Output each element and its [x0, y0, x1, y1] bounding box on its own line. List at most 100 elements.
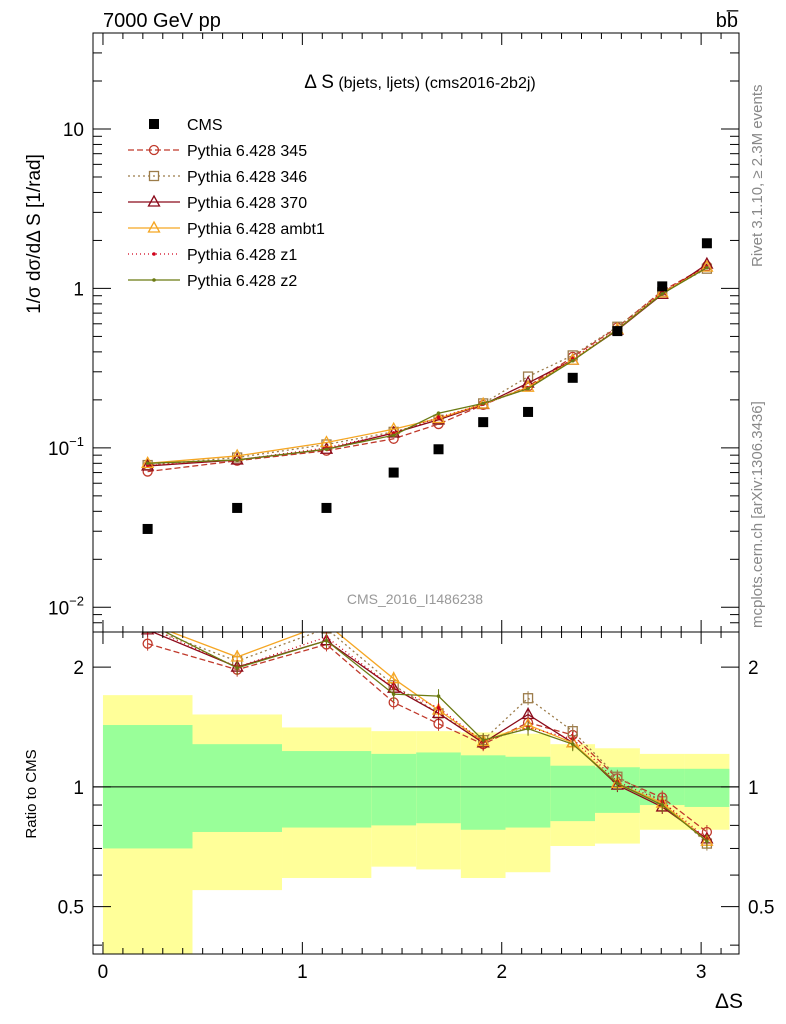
legend-label: Pythia 6.428 z1: [187, 247, 297, 264]
analysis-watermark: CMS_2016_I1486238: [347, 591, 483, 607]
y-tick-label: 10: [63, 120, 84, 141]
legend-entry: Pythia 6.428 ambt1: [128, 220, 325, 238]
ratio-frame: [92, 631, 740, 955]
inner-band-bin: [684, 768, 730, 807]
legend-label: Pythia 6.428 ambt1: [187, 221, 325, 238]
ratio-tick-label-left: 1: [73, 778, 84, 799]
legend-entry: CMS: [149, 117, 223, 134]
series-line: [147, 268, 708, 466]
process-label: bb̅: [716, 9, 739, 32]
series-point: [660, 292, 665, 296]
ratio-uncertainty-band: [102, 695, 730, 954]
y-tick-label: 10−2: [48, 593, 84, 619]
series-point: [570, 358, 575, 363]
ratio-point: [142, 632, 153, 633]
legend-label: Pythia 6.428 z2: [187, 273, 297, 290]
x-tick-label: 0: [98, 962, 109, 983]
ratio-point: [481, 738, 485, 742]
legend-label: Pythia 6.428 345: [187, 143, 307, 160]
series-point: [235, 458, 239, 462]
series-point: [526, 386, 530, 391]
series-point: [436, 411, 441, 415]
x-axis-label: ΔS: [715, 990, 743, 1013]
data-point: [657, 281, 668, 292]
ratio-tick-label-left: 2: [73, 658, 84, 679]
ratio-point: [526, 726, 530, 731]
legend-entry: Pythia 6.428 345: [128, 143, 307, 160]
ratio-point: [324, 638, 329, 643]
series-point: [705, 265, 709, 270]
inner-band-bin: [282, 751, 372, 828]
legend-label: CMS: [187, 117, 223, 134]
legend-entry: Pythia 6.428 z1: [128, 247, 297, 264]
data-point: [478, 417, 489, 428]
series-point: [655, 287, 669, 300]
series-point: [700, 259, 714, 272]
x-tick-label: 1: [297, 962, 308, 983]
series-line: [147, 265, 708, 473]
mcplots-label: mcplots.cern.ch [arXiv:1306.3436]: [749, 401, 766, 628]
series-line: [147, 266, 708, 466]
ratio-point: [391, 692, 396, 696]
series-point: [431, 411, 446, 424]
legend-marker: [147, 220, 161, 233]
ratio-point: [436, 705, 441, 710]
inner-band-bin: [416, 752, 461, 824]
ratio-point: [142, 617, 153, 627]
x-tick-label: 3: [696, 962, 707, 983]
data-point: [612, 326, 623, 337]
data-point: [701, 238, 712, 249]
y-tick-label: 10−1: [48, 434, 84, 460]
legend-swatch: [149, 119, 159, 129]
series-point: [436, 415, 441, 420]
series-line: [147, 266, 708, 464]
main-plot: [141, 238, 714, 534]
ratio-series-line: [156, 632, 708, 840]
ratio-tick-label-right: 2: [748, 658, 759, 679]
legend: CMS Pythia 6.428 345 Pythia 6.428 346 Pythi…: [128, 117, 325, 290]
data-point: [232, 502, 243, 513]
legend-marker: [148, 144, 160, 156]
series-point: [481, 401, 485, 406]
plot-title-main: Δ S: [304, 72, 334, 93]
y-tick-exponent: −1: [69, 434, 84, 449]
ratio-point: [235, 666, 239, 670]
ratio-point: [522, 693, 534, 704]
data-point: [433, 444, 444, 455]
series-point: [141, 455, 155, 468]
ratio-point: [660, 803, 665, 807]
ratio-point: [436, 694, 441, 698]
ratio-point: [705, 839, 709, 843]
legend-label: Pythia 6.428 346: [187, 169, 307, 186]
legend-label: Pythia 6.428 370: [187, 195, 307, 212]
ratio-point: [146, 621, 150, 625]
ratio-plot: [93, 617, 739, 851]
ratio-tick-label-left: 0.5: [58, 898, 84, 919]
ratio-point: [146, 625, 150, 629]
ratio-point: [142, 638, 153, 649]
series-point: [391, 433, 396, 438]
y-tick-mantissa: 10: [48, 439, 69, 460]
series-point: [145, 461, 150, 466]
series-line: [147, 263, 708, 467]
y-tick-label: 1: [73, 279, 84, 300]
legend-marker: [147, 194, 161, 207]
series-point: [324, 447, 329, 452]
legend-marker: [148, 170, 160, 182]
legend-entry: Pythia 6.428 346: [128, 169, 307, 186]
ratio-point: [570, 742, 575, 746]
y-tick-exponent: −2: [69, 593, 84, 608]
inner-band-bin: [550, 765, 596, 822]
data-point: [388, 467, 399, 478]
legend-marker: [152, 252, 156, 256]
data-point: [567, 372, 578, 383]
collision-label: 7000 GeV pp: [103, 10, 221, 32]
legend-entry: Pythia 6.428 z2: [128, 273, 297, 290]
ratio-tick-label-right: 1: [748, 778, 759, 799]
inner-band-bin: [460, 755, 506, 830]
ratio-series-line: [157, 632, 708, 845]
inner-band-bin: [505, 756, 551, 828]
series-line: [147, 267, 708, 464]
